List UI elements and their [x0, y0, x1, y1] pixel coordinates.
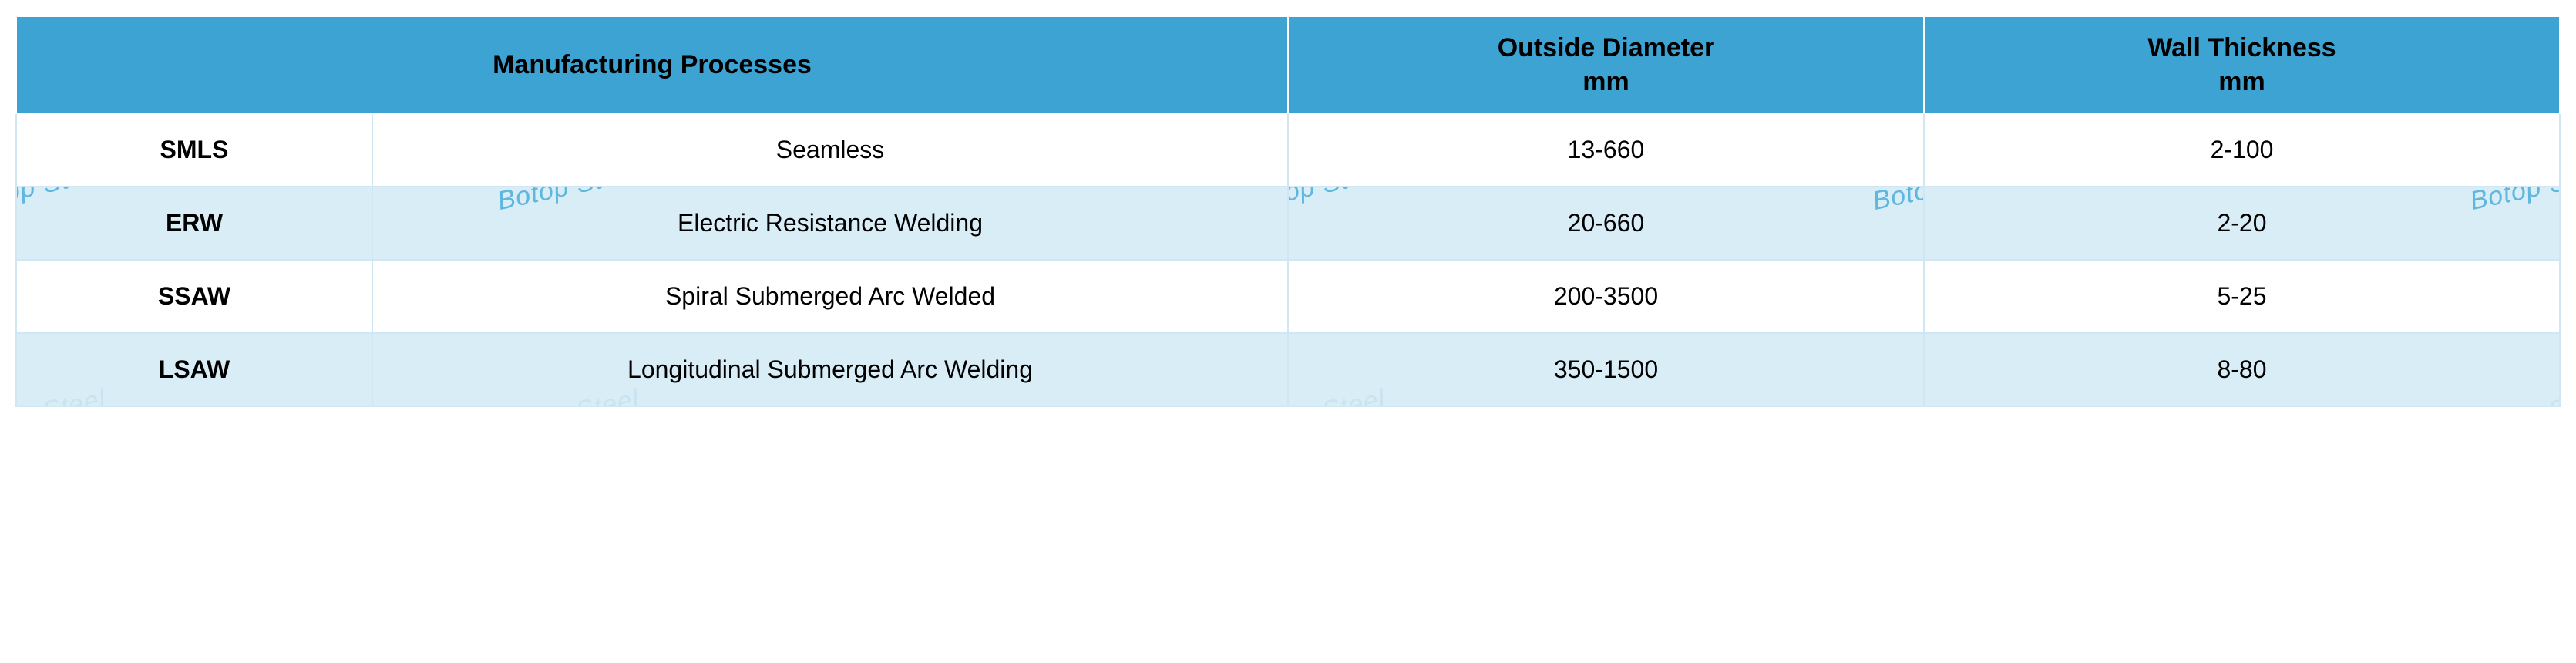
cell-od-text: 350-1500 [1554, 355, 1658, 383]
cell-name: Longitudinal Submerged Arc Welding Botop… [372, 333, 1288, 406]
cell-wt-text: 8-80 [2217, 355, 2266, 383]
watermark-text: Botop Steel [1288, 187, 1388, 217]
cell-wt-text: 2-20 [2217, 209, 2266, 237]
watermark-text: Botop Steel [2467, 384, 2560, 406]
col-header-wt: Wall Thickness mm [1924, 16, 2560, 113]
cell-wt: 2-20 Botop Steel [1924, 187, 2560, 260]
cell-name: Electric Resistance Welding Botop Steel [372, 187, 1288, 260]
watermark-text: Botop Steel [495, 187, 642, 217]
cell-name: Spiral Submerged Arc Welded [372, 260, 1288, 333]
cell-name: Seamless Botop Steel [372, 113, 1288, 187]
cell-wt: 2-100 Botop Steel [1924, 113, 2560, 187]
cell-abbr: SMLS Botop Steel [16, 113, 372, 187]
table-row: SMLS Botop Steel Seamless Botop Steel 13… [16, 113, 2560, 187]
cell-od: 200-3500 [1288, 260, 1924, 333]
cell-wt-text: 2-100 [2211, 136, 2274, 163]
watermark-text: Botop Steel [16, 187, 109, 217]
table-header-row: Manufacturing Processes Outside Diameter… [16, 16, 2560, 113]
cell-abbr: SSAW [16, 260, 372, 333]
col-header-wt-line1: Wall Thickness [2147, 33, 2336, 62]
cell-od: 350-1500 Botop Steel Botop Steel [1288, 333, 1924, 406]
table-row: SSAW Spiral Submerged Arc Welded 200-350… [16, 260, 2560, 333]
col-header-wt-line2: mm [2218, 67, 2265, 96]
cell-abbr: LSAW Botop Steel [16, 333, 372, 406]
cell-wt: 8-80 Botop Steel [1924, 333, 2560, 406]
cell-od-text: 20-660 [1568, 209, 1645, 237]
watermark-text: Botop Steel [16, 384, 109, 406]
cell-name-text: Seamless [776, 136, 885, 163]
manufacturing-processes-table: Manufacturing Processes Outside Diameter… [15, 15, 2561, 407]
col-header-od-line2: mm [1582, 67, 1629, 96]
cell-od: 13-660 Botop Steel Botop Steel [1288, 113, 1924, 187]
table-row: ERW Botop Steel Electric Resistance Weld… [16, 187, 2560, 260]
cell-abbr-text: SMLS [160, 136, 229, 163]
watermark-text: Botop Steel [2467, 187, 2560, 217]
col-header-processes: Manufacturing Processes [16, 16, 1288, 113]
cell-abbr-text: LSAW [159, 355, 230, 383]
watermark-text: Botop Steel [1870, 187, 1924, 217]
cell-name-text: Longitudinal Submerged Arc Welding [627, 355, 1033, 383]
cell-od-text: 13-660 [1568, 136, 1645, 163]
cell-wt: 5-25 [1924, 260, 2560, 333]
cell-od: 20-660 Botop Steel Botop Steel [1288, 187, 1924, 260]
cell-abbr-text: ERW [166, 209, 223, 237]
cell-name-text: Electric Resistance Welding [678, 209, 983, 237]
watermark-text: Botop Steel [1870, 384, 1924, 406]
col-header-od: Outside Diameter mm [1288, 16, 1924, 113]
watermark-text: Botop Steel [1288, 384, 1388, 406]
col-header-od-line1: Outside Diameter [1498, 33, 1715, 62]
cell-abbr: ERW Botop Steel [16, 187, 372, 260]
watermark-text: Botop Steel [495, 384, 642, 406]
col-header-processes-label: Manufacturing Processes [493, 50, 812, 79]
table-row: LSAW Botop Steel Longitudinal Submerged … [16, 333, 2560, 406]
